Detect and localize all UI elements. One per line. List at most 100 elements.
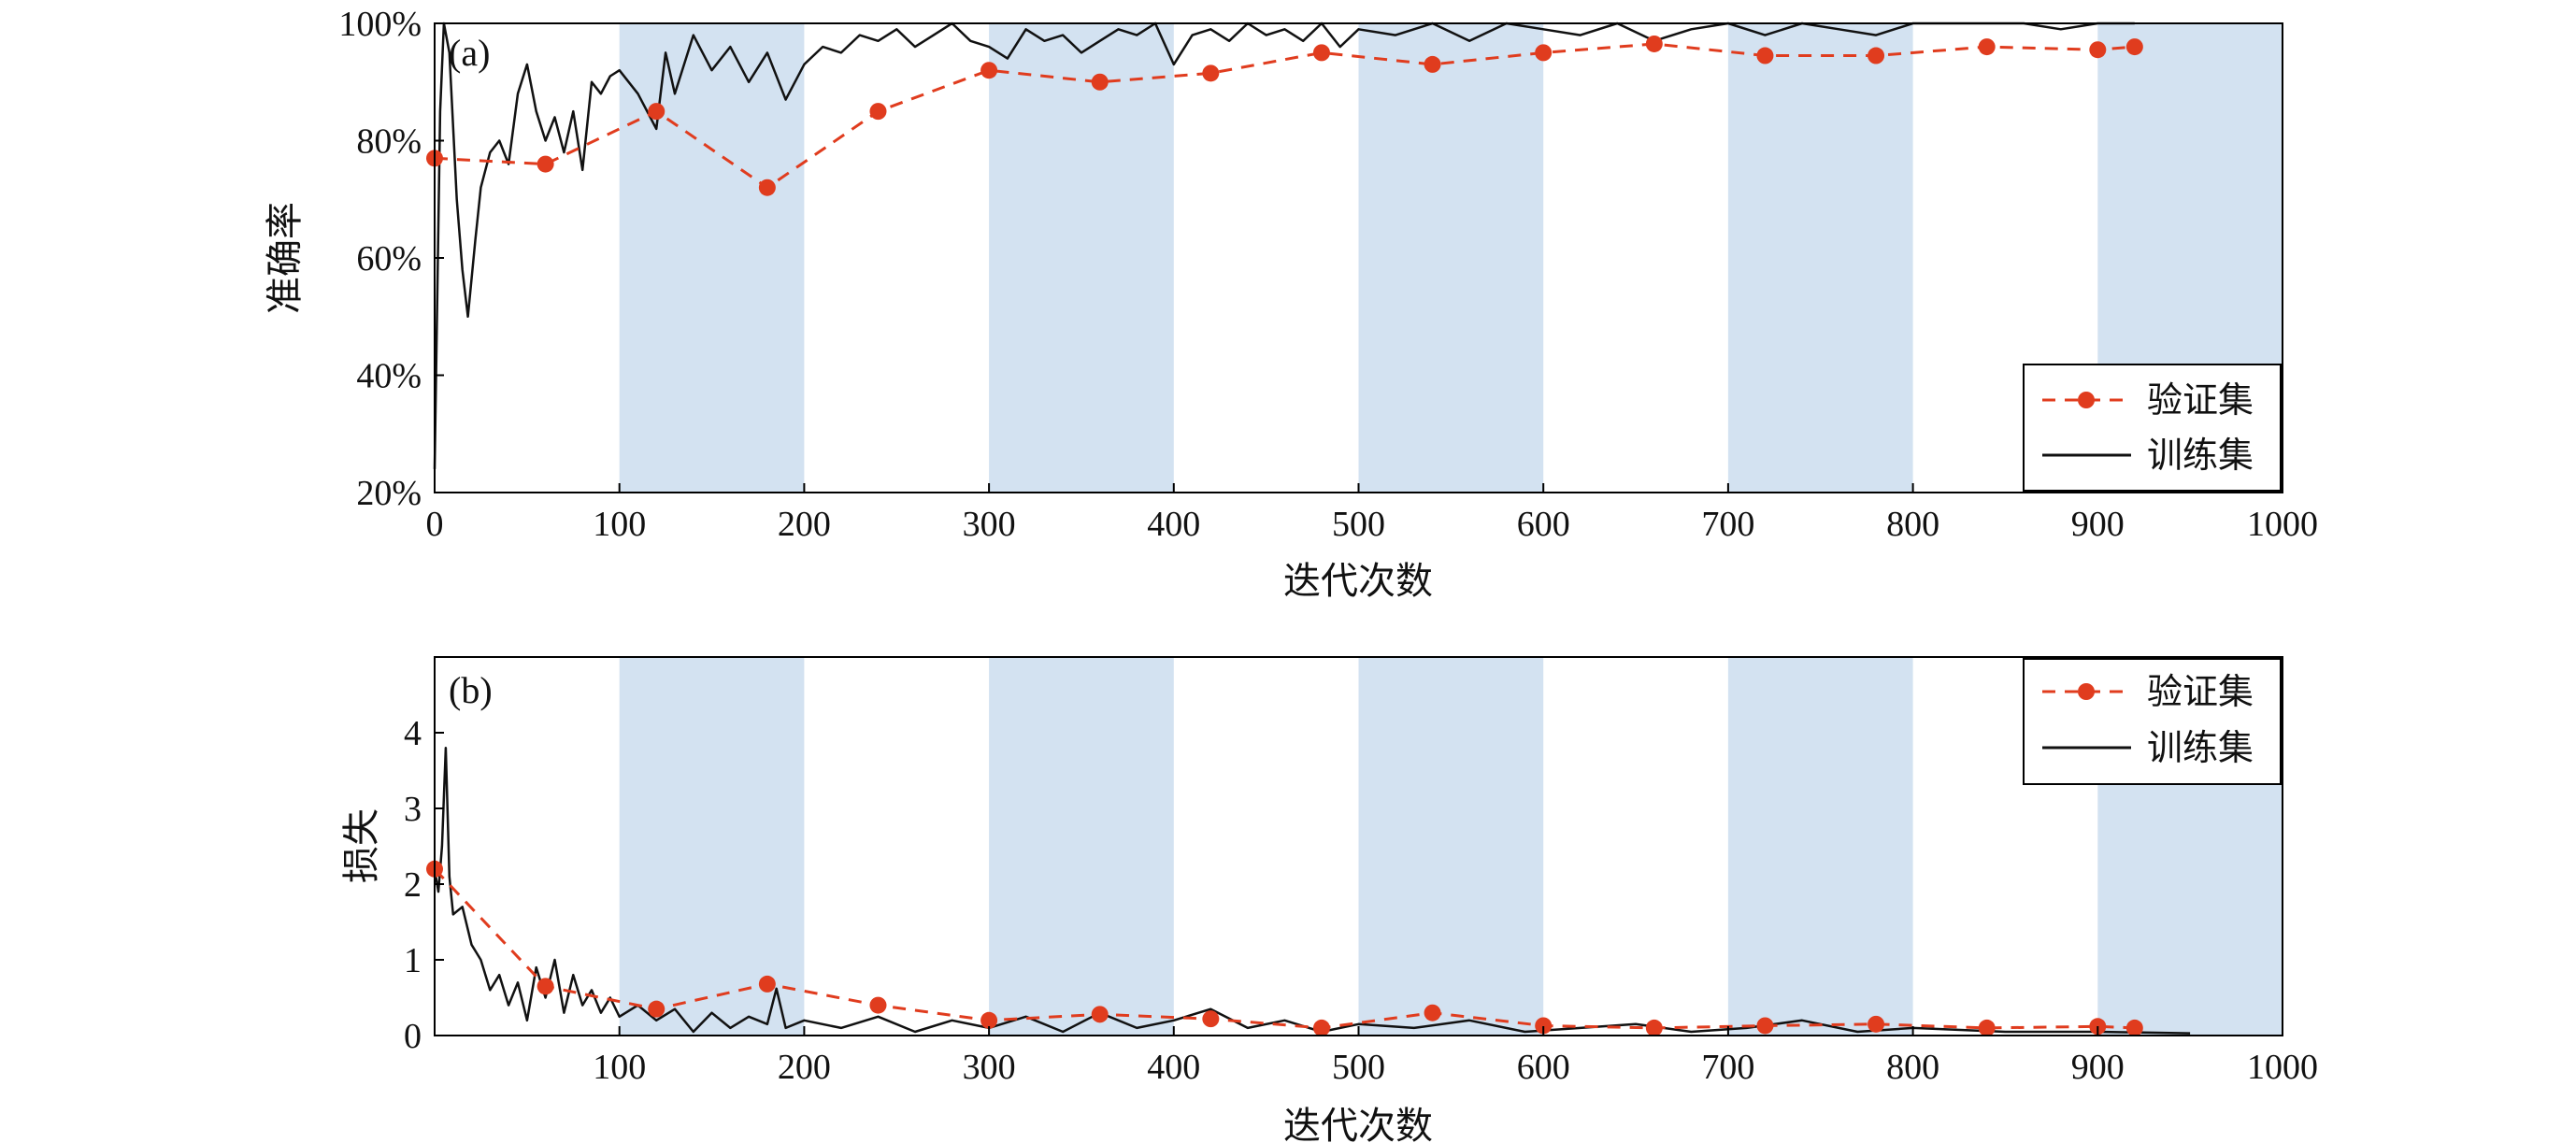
val-point	[980, 1011, 998, 1029]
shaded-band	[1358, 657, 1544, 1036]
val-point	[1091, 1006, 1109, 1023]
x-tick-label: 800	[1886, 1048, 1939, 1087]
x-axis-label-a: 迭代次数	[1283, 560, 1433, 603]
train-series-b	[433, 746, 2191, 1035]
val-series-b	[426, 860, 2143, 1036]
legend-val-marker-b	[2078, 683, 2095, 700]
val-series-a	[426, 35, 2143, 196]
y-axis-label-a: 准确率	[264, 202, 307, 314]
y-tick-label: 1	[404, 941, 422, 980]
x-tick-label: 600	[1517, 1048, 1570, 1087]
x-tick-label: 100	[593, 1048, 646, 1087]
val-point	[1978, 1019, 1996, 1036]
val-point	[1312, 1019, 1330, 1036]
shaded-band	[989, 23, 1174, 493]
val-point	[2125, 38, 2143, 56]
val-point	[1535, 44, 1553, 62]
y-ticks-b: 0 1 2 3 4	[404, 714, 444, 1056]
x-axis-label-b: 迭代次数	[1283, 1105, 1433, 1143]
legend-a: 验证集 训练集	[2023, 364, 2282, 492]
train-line	[433, 746, 2191, 1035]
x-tick-label: 700	[1701, 505, 1754, 544]
x-tick-label: 900	[2071, 505, 2125, 544]
y-tick-label: 20%	[356, 474, 422, 513]
y-tick-label: 80%	[356, 122, 422, 162]
val-point	[648, 103, 665, 121]
val-point	[1424, 55, 1441, 73]
y-tick-label: 0	[404, 1017, 422, 1056]
x-tick-label: 700	[1701, 1048, 1754, 1087]
val-point	[980, 62, 998, 79]
val-point	[537, 978, 554, 995]
shaded-band	[1727, 23, 1913, 493]
x-tick-label: 400	[1147, 1048, 1200, 1087]
legend-val-label-a: 验证集	[2147, 379, 2254, 421]
x-tick-label: 300	[963, 1048, 1016, 1087]
x-ticks-b: 100 200 300 400 500 600 700 800 900 1000	[593, 1026, 2318, 1087]
val-point	[1868, 47, 1885, 64]
legend-b: 验证集 训练集	[2023, 658, 2282, 785]
shaded-band	[619, 657, 805, 1036]
val-point	[1312, 44, 1330, 62]
x-tick-label: 300	[963, 505, 1016, 544]
val-point	[1091, 73, 1109, 91]
legend-train-label-b: 训练集	[2147, 727, 2254, 768]
x-tick-label: 500	[1332, 1048, 1385, 1087]
panel-label-a: (a)	[449, 32, 490, 74]
val-point	[1535, 1017, 1553, 1035]
x-tick-label: 800	[1886, 505, 1939, 544]
panel-a: 0 100 200 300 400 500 600 700 800 900 1000 20% 40% 6…	[264, 5, 2318, 603]
legend-val-marker-a	[2078, 392, 2095, 408]
shaded-band	[1358, 23, 1544, 493]
val-point	[537, 155, 554, 173]
x-tick-label: 600	[1517, 505, 1570, 544]
shaded-band	[619, 23, 805, 493]
val-point	[1645, 35, 1663, 52]
x-tick-label: 200	[778, 505, 831, 544]
y-tick-label: 40%	[356, 357, 422, 396]
y-tick-label: 2	[404, 865, 422, 905]
val-point	[1756, 1017, 1774, 1035]
panel-b: 100 200 300 400 500 600 700 800 900 1000 0 1 2 3 4 (b…	[340, 656, 2318, 1143]
panel-label-b: (b)	[449, 669, 493, 711]
val-point	[1978, 38, 1996, 56]
val-point	[869, 996, 887, 1014]
val-point	[869, 103, 887, 121]
val-point	[648, 1000, 665, 1018]
shaded-band	[1727, 657, 1913, 1036]
legend-box-a	[2023, 364, 2282, 492]
y-tick-label: 3	[404, 790, 422, 829]
x-tick-label: 1000	[2247, 505, 2318, 544]
y-tick-label: 4	[404, 714, 422, 753]
y-tick-label: 100%	[338, 5, 422, 44]
val-point	[758, 975, 776, 993]
val-point	[1202, 64, 1220, 82]
val-point	[2089, 41, 2107, 59]
x-ticks-a: 0 100 200 300 400 500 600 700 800 900 1000	[426, 483, 2318, 544]
val-point	[758, 179, 776, 196]
x-tick-label: 1000	[2247, 1048, 2318, 1087]
val-point	[1424, 1004, 1441, 1022]
legend-val-label-b: 验证集	[2147, 671, 2254, 712]
val-line	[434, 42, 2135, 190]
y-ticks-a: 20% 40% 60% 80% 100%	[338, 5, 444, 513]
legend-train-label-a: 训练集	[2147, 435, 2254, 476]
y-axis-label-b: 损失	[340, 808, 383, 883]
x-tick-label: 400	[1147, 505, 1200, 544]
legend-box-b	[2023, 658, 2282, 785]
val-point	[2125, 1019, 2143, 1036]
x-tick-label: 0	[426, 505, 444, 544]
val-point	[1645, 1019, 1663, 1036]
val-point	[1202, 1010, 1220, 1028]
shaded-band	[989, 657, 1174, 1036]
train-series-a	[433, 21, 2135, 469]
x-tick-label: 900	[2071, 1048, 2125, 1087]
x-tick-label: 500	[1332, 505, 1385, 544]
x-tick-label: 200	[778, 1048, 831, 1087]
x-tick-label: 100	[593, 505, 646, 544]
val-point	[1756, 47, 1774, 64]
y-tick-label: 60%	[356, 239, 422, 279]
train-line	[433, 21, 2135, 469]
val-point	[1868, 1015, 1885, 1033]
